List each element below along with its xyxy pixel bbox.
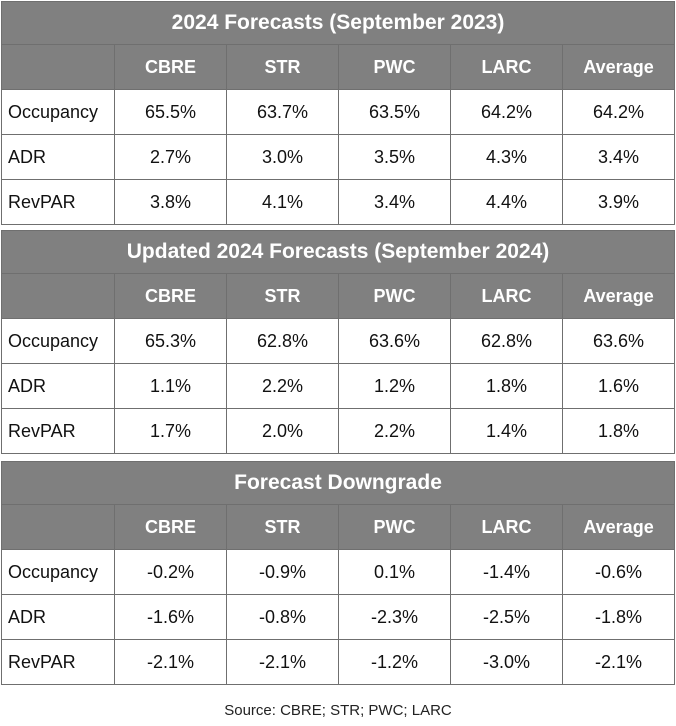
table: Updated 2024 Forecasts (September 2024) … [0,230,676,454]
cell: -3.0% [450,639,563,685]
cell: 4.3% [450,134,563,180]
column-header-row: CBRE STR PWC LARC Average [1,273,676,319]
table-row: Occupancy 65.5% 63.7% 63.5% 64.2% 64.2% [1,89,676,135]
source-note: Source: CBRE; STR; PWC; LARC [224,702,452,719]
column-header-pwc: PWC [338,273,451,319]
cell: 62.8% [226,318,339,364]
column-header-average: Average [561,273,676,319]
column-header-larc: LARC [450,273,563,319]
column-header-str: STR [226,504,339,550]
table-title: Updated 2024 Forecasts (September 2024) [0,230,676,274]
table-title: 2024 Forecasts (September 2023) [0,1,676,45]
cell: 4.1% [226,179,339,225]
row-label-adr: ADR [1,363,115,409]
row-label-revpar: RevPAR [1,639,115,685]
cell: 2.2% [226,363,339,409]
table-row: RevPAR 1.7% 2.0% 2.2% 1.4% 1.8% [1,408,676,454]
column-header-cbre: CBRE [114,273,227,319]
row-label-revpar: RevPAR [1,408,115,454]
cell: -0.8% [226,594,339,640]
header-blank [1,504,115,550]
cell: 64.2% [561,89,676,135]
cell: 63.7% [226,89,339,135]
table-row: Occupancy -0.2% -0.9% 0.1% -1.4% -0.6% [1,549,676,595]
cell: 65.5% [114,89,227,135]
column-header-cbre: CBRE [114,504,227,550]
table: Forecast Downgrade CBRE STR PWC LARC Ave… [0,461,676,685]
column-header-cbre: CBRE [114,44,227,90]
cell: 1.6% [561,363,676,409]
cell: -0.6% [561,549,676,595]
column-header-row: CBRE STR PWC LARC Average [1,44,676,90]
table-row: Occupancy 65.3% 62.8% 63.6% 62.8% 63.6% [1,318,676,364]
cell: 1.7% [114,408,227,454]
cell: 3.4% [338,179,451,225]
cell: 2.0% [226,408,339,454]
cell: 1.8% [561,408,676,454]
table-row: RevPAR -2.1% -2.1% -1.2% -3.0% -2.1% [1,639,676,685]
column-header-pwc: PWC [338,44,451,90]
cell: 1.2% [338,363,451,409]
table-row: ADR 2.7% 3.0% 3.5% 4.3% 3.4% [1,134,676,180]
cell: -2.5% [450,594,563,640]
cell: -0.2% [114,549,227,595]
forecast-downgrade-table: Forecast Downgrade CBRE STR PWC LARC Ave… [0,461,676,685]
cell: 1.1% [114,363,227,409]
row-label-occupancy: Occupancy [1,549,115,595]
forecast-table-2024-updated: Updated 2024 Forecasts (September 2024) … [0,230,676,454]
table: 2024 Forecasts (September 2023) CBRE STR… [0,1,676,225]
row-label-occupancy: Occupancy [1,318,115,364]
table-row: RevPAR 3.8% 4.1% 3.4% 4.4% 3.9% [1,179,676,225]
cell: 63.6% [561,318,676,364]
cell: 3.8% [114,179,227,225]
table-title: Forecast Downgrade [0,461,676,505]
cell: -2.3% [338,594,451,640]
column-header-larc: LARC [450,504,563,550]
table-row: ADR 1.1% 2.2% 1.2% 1.8% 1.6% [1,363,676,409]
cell: 2.2% [338,408,451,454]
cell: -2.1% [114,639,227,685]
column-header-pwc: PWC [338,504,451,550]
forecast-table-2023: 2024 Forecasts (September 2023) CBRE STR… [0,1,676,225]
column-header-average: Average [561,44,676,90]
cell: 1.8% [450,363,563,409]
cell: -2.1% [561,639,676,685]
cell: 0.1% [338,549,451,595]
cell: -1.4% [450,549,563,595]
row-label-occupancy: Occupancy [1,89,115,135]
header-blank [1,273,115,319]
cell: -1.6% [114,594,227,640]
column-header-row: CBRE STR PWC LARC Average [1,504,676,550]
cell: -0.9% [226,549,339,595]
cell: -1.2% [338,639,451,685]
cell: -2.1% [226,639,339,685]
cell: 4.4% [450,179,563,225]
cell: 2.7% [114,134,227,180]
table-row: ADR -1.6% -0.8% -2.3% -2.5% -1.8% [1,594,676,640]
cell: 64.2% [450,89,563,135]
column-header-average: Average [561,504,676,550]
column-header-larc: LARC [450,44,563,90]
cell: 62.8% [450,318,563,364]
cell: 3.4% [561,134,676,180]
cell: 63.5% [338,89,451,135]
cell: -1.8% [561,594,676,640]
header-blank [1,44,115,90]
cell: 3.0% [226,134,339,180]
cell: 3.5% [338,134,451,180]
cell: 3.9% [561,179,676,225]
row-label-adr: ADR [1,134,115,180]
column-header-str: STR [226,273,339,319]
column-header-str: STR [226,44,339,90]
row-label-adr: ADR [1,594,115,640]
cell: 65.3% [114,318,227,364]
cell: 1.4% [450,408,563,454]
row-label-revpar: RevPAR [1,179,115,225]
cell: 63.6% [338,318,451,364]
